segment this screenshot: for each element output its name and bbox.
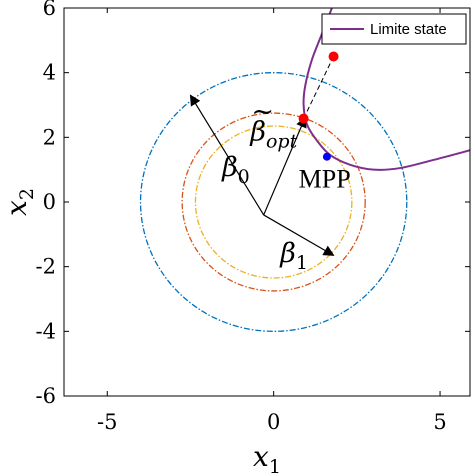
beta0-label: β0: [221, 152, 250, 188]
annotations-layer: β0 β1 ~ βopt MPP: [221, 97, 351, 274]
x-tick-label: 0: [267, 410, 280, 434]
legend-entry-limite-state: Limite state: [370, 21, 447, 38]
beta1-vector: [263, 214, 335, 256]
y-tick-label: 0: [43, 190, 56, 214]
limit-state-curve: [302, 8, 470, 171]
points-layer: [298, 51, 339, 161]
y-tick-label: 6: [43, 0, 56, 20]
y-tick-label: 2: [43, 125, 56, 149]
reliability-circle-1: [181, 112, 366, 292]
plot-frame: [63, 7, 471, 397]
curve-layer: [302, 8, 470, 171]
beta1-label: β1: [279, 238, 308, 274]
red-point-upper: [328, 51, 339, 62]
axes-layer: [63, 7, 471, 397]
vectors-layer: [189, 56, 335, 256]
beta-opt-tilde: ~: [251, 97, 274, 128]
blue-point-mpp: [322, 152, 331, 161]
x-tick-label: 5: [433, 410, 446, 434]
x-tick-label: -5: [97, 410, 117, 434]
beta-opt-vector: [263, 116, 307, 216]
y-tick-label: -6: [36, 384, 56, 408]
circles-layer: [139, 72, 408, 332]
x-axis-label: x1: [253, 440, 281, 474]
y-tick-label: -2: [36, 255, 56, 279]
y-tick-label: 4: [43, 61, 56, 85]
reliability-circle-2: [194, 125, 353, 279]
beta0-vector: [189, 94, 265, 216]
ticks-layer: -5 0 5 -6 -4 -2 0 2 4 6: [36, 0, 470, 434]
legend: Limite state: [321, 13, 467, 45]
dashed-connector-line: [303, 56, 335, 119]
beta-opt-label: βopt: [249, 117, 297, 153]
y-axis-label: x2: [0, 188, 38, 216]
reliability-circle-0: [139, 72, 408, 332]
mpp-label: MPP: [299, 164, 351, 193]
y-tick-label: -4: [36, 319, 56, 343]
red-point-design: [298, 113, 309, 124]
